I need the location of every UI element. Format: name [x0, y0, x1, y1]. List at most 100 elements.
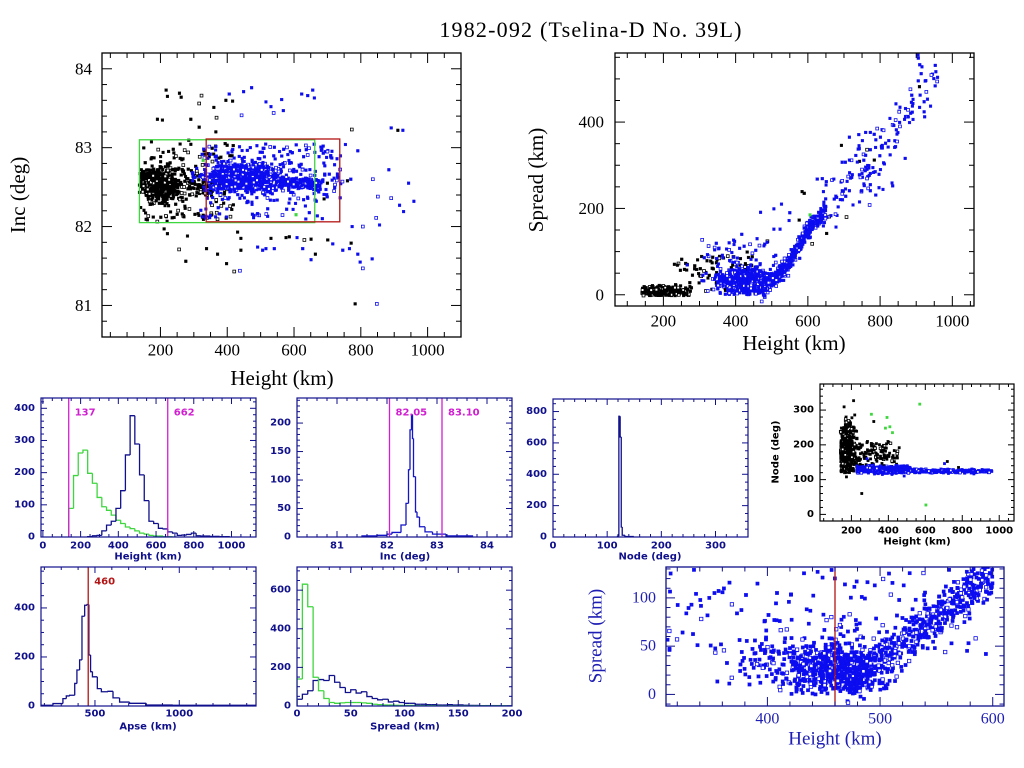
data-point	[839, 143, 843, 147]
data-point	[261, 160, 265, 165]
x-tick-label: 0	[39, 541, 46, 552]
data-point	[824, 180, 828, 184]
data-point	[871, 166, 875, 170]
data-point	[698, 267, 702, 271]
data-point	[320, 217, 324, 221]
data-point	[241, 168, 245, 172]
plot-frame	[296, 397, 513, 538]
data-point	[823, 205, 827, 210]
data-point	[799, 240, 803, 244]
data-point	[230, 154, 234, 158]
data-point	[918, 63, 922, 67]
data-point	[780, 259, 784, 264]
data-point	[296, 182, 300, 186]
data-point	[771, 280, 775, 284]
data-point	[715, 256, 719, 261]
data-point	[874, 145, 878, 150]
data-point	[230, 150, 234, 154]
data-point	[717, 256, 722, 261]
data-point	[753, 270, 757, 274]
data-point	[643, 291, 647, 295]
data-point	[198, 190, 203, 194]
data-point	[778, 227, 782, 231]
data-point	[929, 73, 934, 77]
data-point	[774, 284, 778, 288]
data-point	[757, 243, 762, 248]
hist-bin	[412, 438, 416, 478]
hist-bin	[105, 506, 112, 511]
data-point	[843, 187, 848, 191]
data-point	[208, 191, 212, 195]
data-point	[300, 167, 305, 172]
data-point	[229, 180, 234, 184]
data-point	[704, 271, 708, 275]
data-point	[145, 175, 149, 180]
data-point	[282, 147, 286, 151]
data-point	[154, 199, 158, 203]
data-point	[232, 156, 236, 160]
data-point	[922, 110, 926, 114]
data-point	[725, 278, 729, 282]
data-point	[689, 286, 694, 290]
data-point	[333, 186, 337, 190]
data-point	[911, 117, 915, 122]
data-point	[847, 135, 851, 139]
data-point	[857, 200, 862, 204]
data-point	[361, 266, 365, 271]
data-point	[256, 156, 260, 161]
plot-area	[137, 86, 416, 306]
data-point	[207, 144, 212, 149]
data-point	[184, 259, 188, 263]
data-point	[217, 164, 221, 168]
data-point	[738, 280, 742, 284]
data-point	[227, 92, 231, 96]
x-tick-label: 200	[651, 312, 677, 331]
hist-bin	[148, 500, 154, 522]
hist-bin	[91, 535, 98, 537]
data-point	[898, 120, 902, 124]
data-point	[765, 240, 769, 244]
data-point	[178, 142, 182, 146]
data-point	[242, 90, 246, 94]
hist-bin	[416, 511, 420, 518]
data-point	[862, 182, 866, 186]
data-point	[159, 215, 163, 219]
data-point	[264, 100, 268, 104]
data-point	[287, 201, 291, 205]
data-point	[208, 183, 212, 187]
data-point	[797, 218, 801, 222]
data-point	[258, 187, 262, 191]
y-tick-label: 82	[75, 217, 92, 236]
data-point	[804, 226, 808, 230]
data-point	[330, 178, 334, 182]
data-point	[214, 184, 218, 189]
y-tick-label: 84	[75, 59, 93, 78]
data-point	[291, 185, 295, 189]
data-point	[824, 197, 828, 201]
data-point	[239, 113, 244, 118]
data-point	[880, 143, 884, 147]
data-point	[851, 203, 855, 207]
data-point	[768, 288, 772, 292]
data-point	[697, 272, 701, 276]
data-point	[874, 193, 878, 197]
data-point	[872, 158, 876, 162]
data-point	[907, 121, 912, 125]
data-point	[734, 272, 738, 276]
data-point	[685, 288, 689, 292]
data-point	[266, 207, 270, 211]
data-point	[279, 167, 283, 171]
data-point	[911, 101, 915, 106]
data-point	[182, 148, 187, 152]
data-point	[732, 242, 736, 247]
data-point	[911, 97, 915, 101]
hist-bin	[129, 527, 135, 530]
data-point	[139, 168, 143, 172]
data-point	[866, 186, 870, 191]
data-point	[145, 187, 150, 192]
data-point	[227, 166, 231, 170]
data-point	[320, 147, 324, 151]
data-point	[786, 273, 791, 278]
data-point	[779, 202, 784, 206]
